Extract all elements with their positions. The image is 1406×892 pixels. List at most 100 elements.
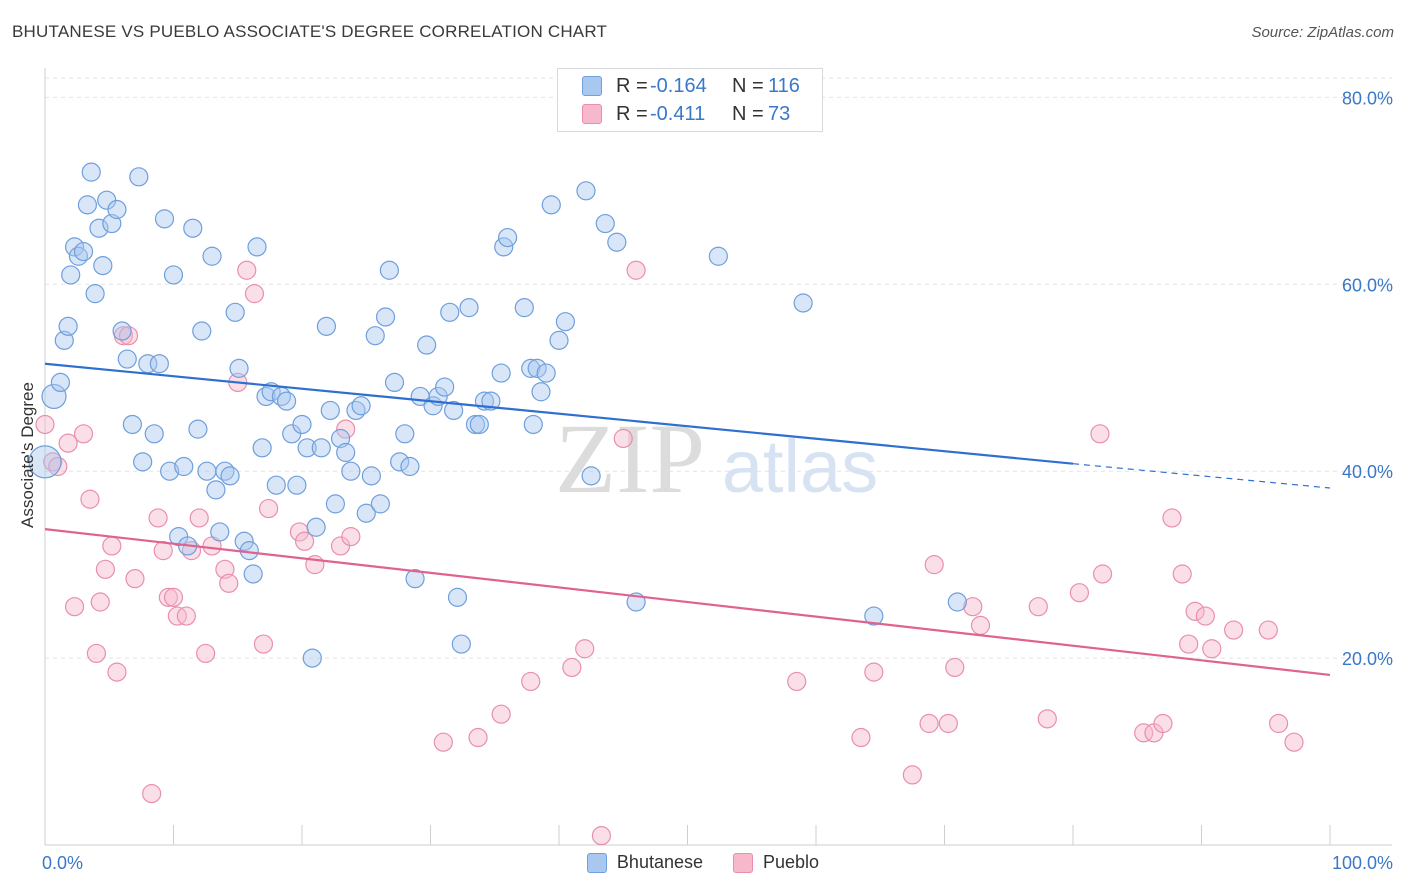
- bhutanese-point: [451, 634, 471, 654]
- pueblo-point: [125, 569, 145, 589]
- pueblo-point: [433, 732, 453, 752]
- bhutanese-point: [417, 335, 437, 355]
- chart-title: BHUTANESE VS PUEBLO ASSOCIATE'S DEGREE C…: [12, 22, 608, 41]
- trend-lines: [44, 362, 1331, 677]
- bhutanese-point: [400, 456, 420, 477]
- bhutanese-point: [89, 218, 109, 238]
- n-label: N =: [732, 102, 764, 125]
- pueblo-point: [1090, 424, 1110, 444]
- r-label: R =: [616, 74, 648, 97]
- axes: [44, 68, 1392, 846]
- bhutanese-point: [459, 298, 479, 318]
- bhutanese-point: [73, 241, 94, 262]
- r-value: -0.411: [650, 102, 706, 125]
- bhutanese-point: [85, 284, 105, 304]
- bhutanese-point: [302, 648, 322, 668]
- bhutanese-point: [58, 316, 78, 336]
- bhutanese-point: [266, 475, 286, 495]
- bhutanese-point: [390, 452, 410, 472]
- bhutanese-point: [316, 316, 337, 336]
- bhutanese-point: [527, 358, 547, 378]
- pueblo-point: [107, 662, 127, 682]
- pueblo-point: [491, 704, 511, 724]
- pueblo-point: [902, 765, 922, 785]
- pueblo-point: [336, 419, 356, 439]
- bhutanese-points: [28, 162, 967, 668]
- bhutanese-point: [197, 461, 217, 481]
- bhutanese-point: [220, 466, 240, 486]
- x-tick-label: 0.0%: [42, 853, 83, 873]
- bhutanese-point: [581, 466, 601, 486]
- bhutanese-point: [107, 199, 127, 220]
- pueblo-point: [562, 657, 582, 678]
- bhutanese-point: [28, 445, 62, 479]
- pueblo-point: [158, 587, 178, 607]
- pueblo-point: [521, 671, 541, 692]
- bhutanese-point: [292, 414, 312, 435]
- bhutanese-point: [77, 195, 98, 215]
- tick-labels: 20.0% 40.0% 60.0% 80.0% 0.0% 100.0%: [42, 88, 1393, 873]
- pueblo-point: [1092, 564, 1113, 584]
- source-label: Source: ZipAtlas.com: [1251, 24, 1394, 41]
- swatch-bhutanese: [582, 76, 602, 96]
- pueblo-point: [80, 489, 100, 509]
- watermark: ZIP atlas: [555, 403, 878, 514]
- bhutanese-point: [379, 260, 399, 280]
- pueblo-point: [1134, 723, 1154, 743]
- pueblo-point: [1153, 713, 1173, 734]
- pueblo-point: [294, 531, 315, 551]
- bhutanese-point: [206, 480, 226, 500]
- legend-label: Bhutanese: [616, 852, 703, 872]
- legend-row-pueblo: R = -0.411 N = 73: [582, 101, 790, 127]
- y-tick-label: 40.0%: [1342, 462, 1393, 482]
- pueblo-point: [237, 260, 257, 280]
- bhutanese-point: [521, 358, 541, 378]
- bhutanese-point: [498, 227, 518, 248]
- bhutanese-point: [320, 400, 340, 421]
- y-tick-label: 80.0%: [1342, 88, 1393, 108]
- bhutanese-point: [336, 442, 356, 463]
- x-tick-label: 100.0%: [1332, 853, 1393, 873]
- bhutanese-point: [370, 494, 390, 514]
- bhutanese-point: [163, 265, 184, 285]
- pueblo-point: [851, 727, 871, 748]
- n-value: 116: [768, 74, 800, 97]
- bhutanese-point: [112, 321, 132, 341]
- series-legend: Bhutanese Pueblo: [0, 852, 1406, 873]
- bhutanese-point: [160, 461, 180, 481]
- legend-label: Pueblo: [763, 852, 820, 872]
- bhutanese-point: [188, 419, 208, 439]
- pueblo-point: [938, 713, 958, 734]
- bhutanese-point: [384, 372, 405, 393]
- bhutanese-point: [61, 265, 81, 285]
- bhutanese-point: [444, 400, 464, 421]
- pueblo-points: [35, 260, 1304, 846]
- bhutanese-point: [405, 569, 425, 589]
- bhutanese-point: [297, 438, 317, 458]
- bhutanese-point: [365, 326, 385, 346]
- bhutanese-point: [50, 372, 71, 393]
- bhutanese-point: [202, 246, 222, 266]
- pueblo-point: [970, 615, 991, 635]
- pueblo-point: [924, 555, 944, 575]
- bhutanese-point: [607, 232, 627, 252]
- bhutanese-point: [311, 438, 331, 458]
- bhutanese-point: [469, 414, 489, 435]
- watermark-atlas: atlas: [722, 425, 878, 508]
- bhutanese-point: [576, 181, 596, 201]
- bhutanese-point: [41, 383, 67, 410]
- pueblo-point: [787, 671, 807, 692]
- swatch-pueblo: [582, 104, 602, 124]
- r-label: R =: [616, 102, 648, 125]
- pueblo-point: [148, 508, 168, 528]
- pueblo-point: [1284, 732, 1304, 752]
- pueblo-point: [1224, 620, 1244, 640]
- bhutanese-point: [81, 162, 101, 182]
- bhutanese-point: [793, 293, 813, 313]
- bhutanese-point: [440, 302, 460, 322]
- pueblo-point: [575, 639, 595, 659]
- bhutanese-point: [210, 522, 230, 542]
- pueblo-point: [253, 634, 274, 654]
- pueblo-point: [1172, 564, 1192, 584]
